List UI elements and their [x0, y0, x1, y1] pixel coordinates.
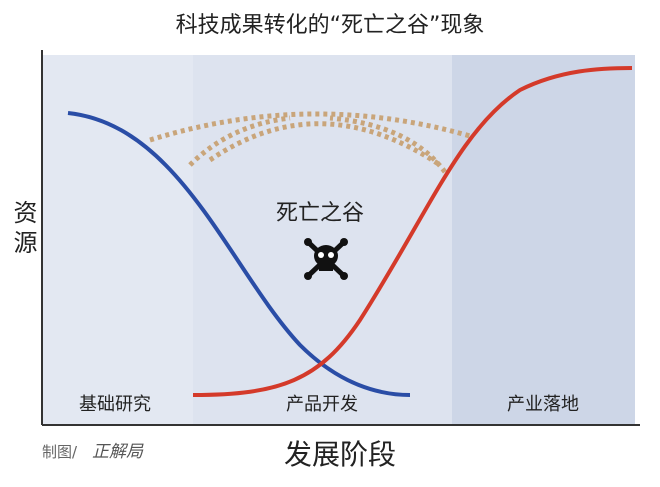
research-curve — [67, 111, 411, 397]
bridge-arcs — [149, 111, 471, 174]
valley-label: 死亡之谷 — [276, 201, 364, 226]
skull-icon — [304, 238, 348, 280]
x-axis-label: 发展阶段 — [284, 438, 396, 471]
credit-prefix: 制图/ — [42, 443, 78, 461]
y-axis-label: 资源 — [9, 200, 37, 260]
stage-label: 基础研究 — [79, 394, 151, 415]
stage-band — [452, 55, 635, 425]
title: 科技成果转化的“死亡之谷”现象 — [176, 13, 485, 38]
stage-band — [42, 55, 193, 425]
stage-label: 产业落地 — [507, 394, 579, 415]
credit-brand: 正解局 — [92, 442, 144, 462]
stage-label: 产品开发 — [286, 394, 358, 415]
stage-band — [193, 55, 452, 425]
industry-curve — [192, 66, 633, 397]
